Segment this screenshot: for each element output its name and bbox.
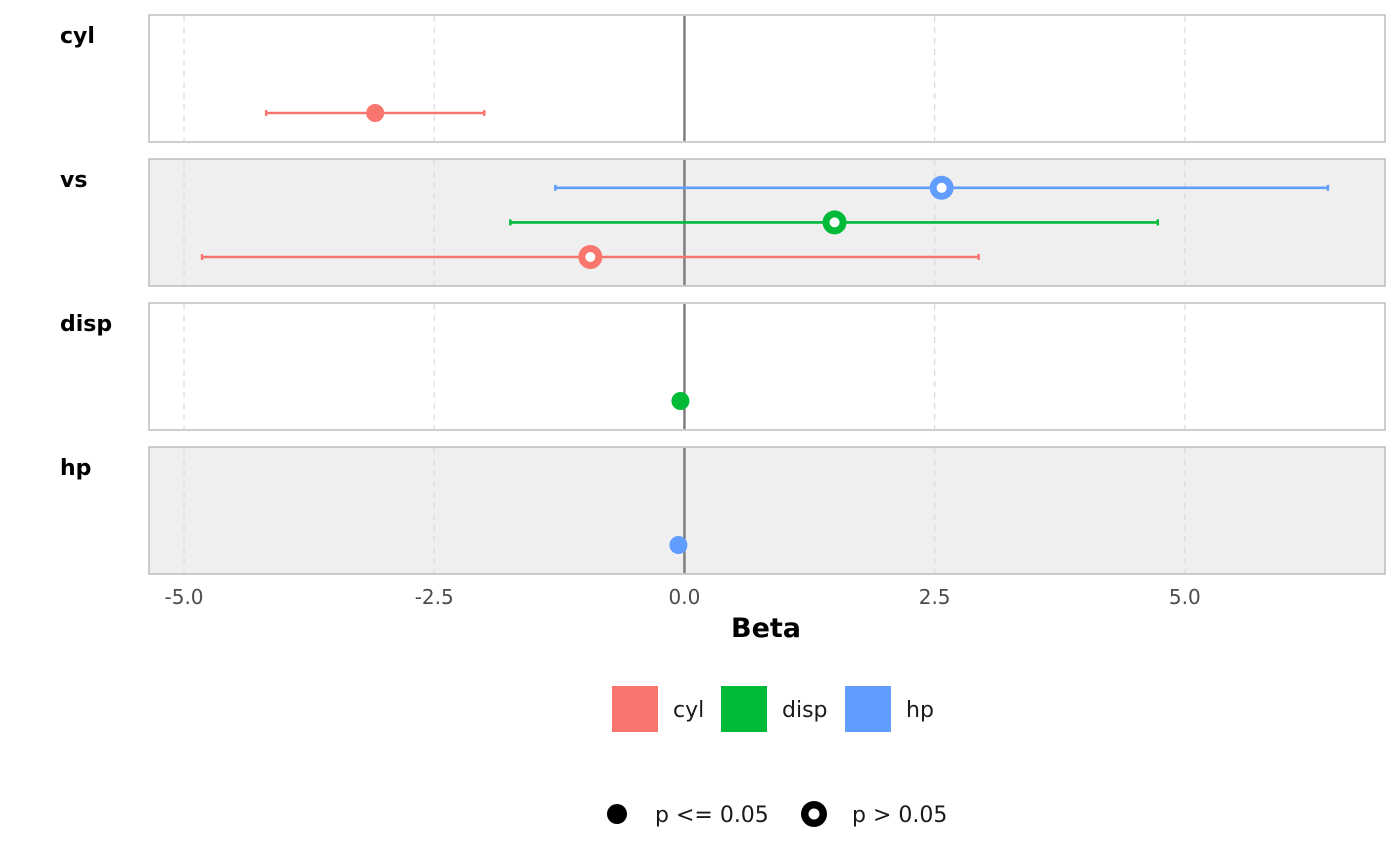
x-axis-title: Beta — [731, 613, 801, 644]
x-tick-label: -5.0 — [165, 585, 204, 609]
open-circle-center — [808, 808, 820, 820]
legend-item-cyl: cyl — [612, 686, 704, 732]
color-legend: cyl disp hp — [612, 686, 934, 732]
estimate-cyl — [200, 245, 980, 269]
panel-background — [148, 302, 1386, 431]
panel-title: cyl — [60, 24, 95, 49]
facet-panel-hp: hp — [60, 446, 1386, 575]
estimate-hp — [554, 175, 1330, 200]
legend-swatch — [721, 686, 767, 732]
legend-item-hp: hp — [845, 686, 934, 732]
point-estimate — [669, 536, 688, 554]
legend-label: hp — [906, 698, 934, 723]
legend-label: p > 0.05 — [852, 803, 947, 828]
panel-background — [148, 446, 1386, 575]
panel-title: vs — [60, 168, 87, 193]
estimate-cyl — [264, 104, 486, 122]
facet-panel-disp: disp — [60, 302, 1386, 431]
legend-swatch — [845, 686, 891, 732]
point-hollow — [829, 217, 840, 228]
x-tick-label: 0.0 — [669, 585, 701, 609]
legend-shape-item: p > 0.05 — [801, 801, 947, 828]
x-axis: -5.0 -2.5 0.0 2.5 5.0 — [165, 585, 1201, 609]
legend-swatch — [612, 686, 658, 732]
legend-label: disp — [782, 698, 828, 723]
significance-legend: p <= 0.05 p > 0.05 — [607, 801, 947, 828]
estimate-disp — [509, 210, 1160, 235]
filled-circle-icon — [607, 804, 627, 824]
facet-panel-vs: vs — [60, 158, 1386, 287]
x-tick-label: 2.5 — [919, 585, 951, 609]
facet-panels: cyl vs disp hp — [60, 14, 1386, 575]
legend-label: cyl — [673, 698, 704, 723]
panel-title: hp — [60, 456, 91, 481]
point-hollow — [936, 182, 947, 193]
panel-title: disp — [60, 312, 112, 337]
point-estimate — [366, 104, 385, 122]
legend-label: p <= 0.05 — [655, 803, 769, 828]
x-tick-label: -2.5 — [415, 585, 454, 609]
x-tick-label: 5.0 — [1169, 585, 1201, 609]
estimate-disp — [671, 392, 690, 410]
point-hollow — [585, 252, 596, 262]
estimate-hp — [669, 536, 688, 554]
legend-shape-item: p <= 0.05 — [607, 803, 769, 828]
legend-item-disp: disp — [721, 686, 828, 732]
point-estimate — [671, 392, 690, 410]
panel-background — [148, 14, 1386, 143]
facet-panel-cyl: cyl — [60, 14, 1386, 143]
